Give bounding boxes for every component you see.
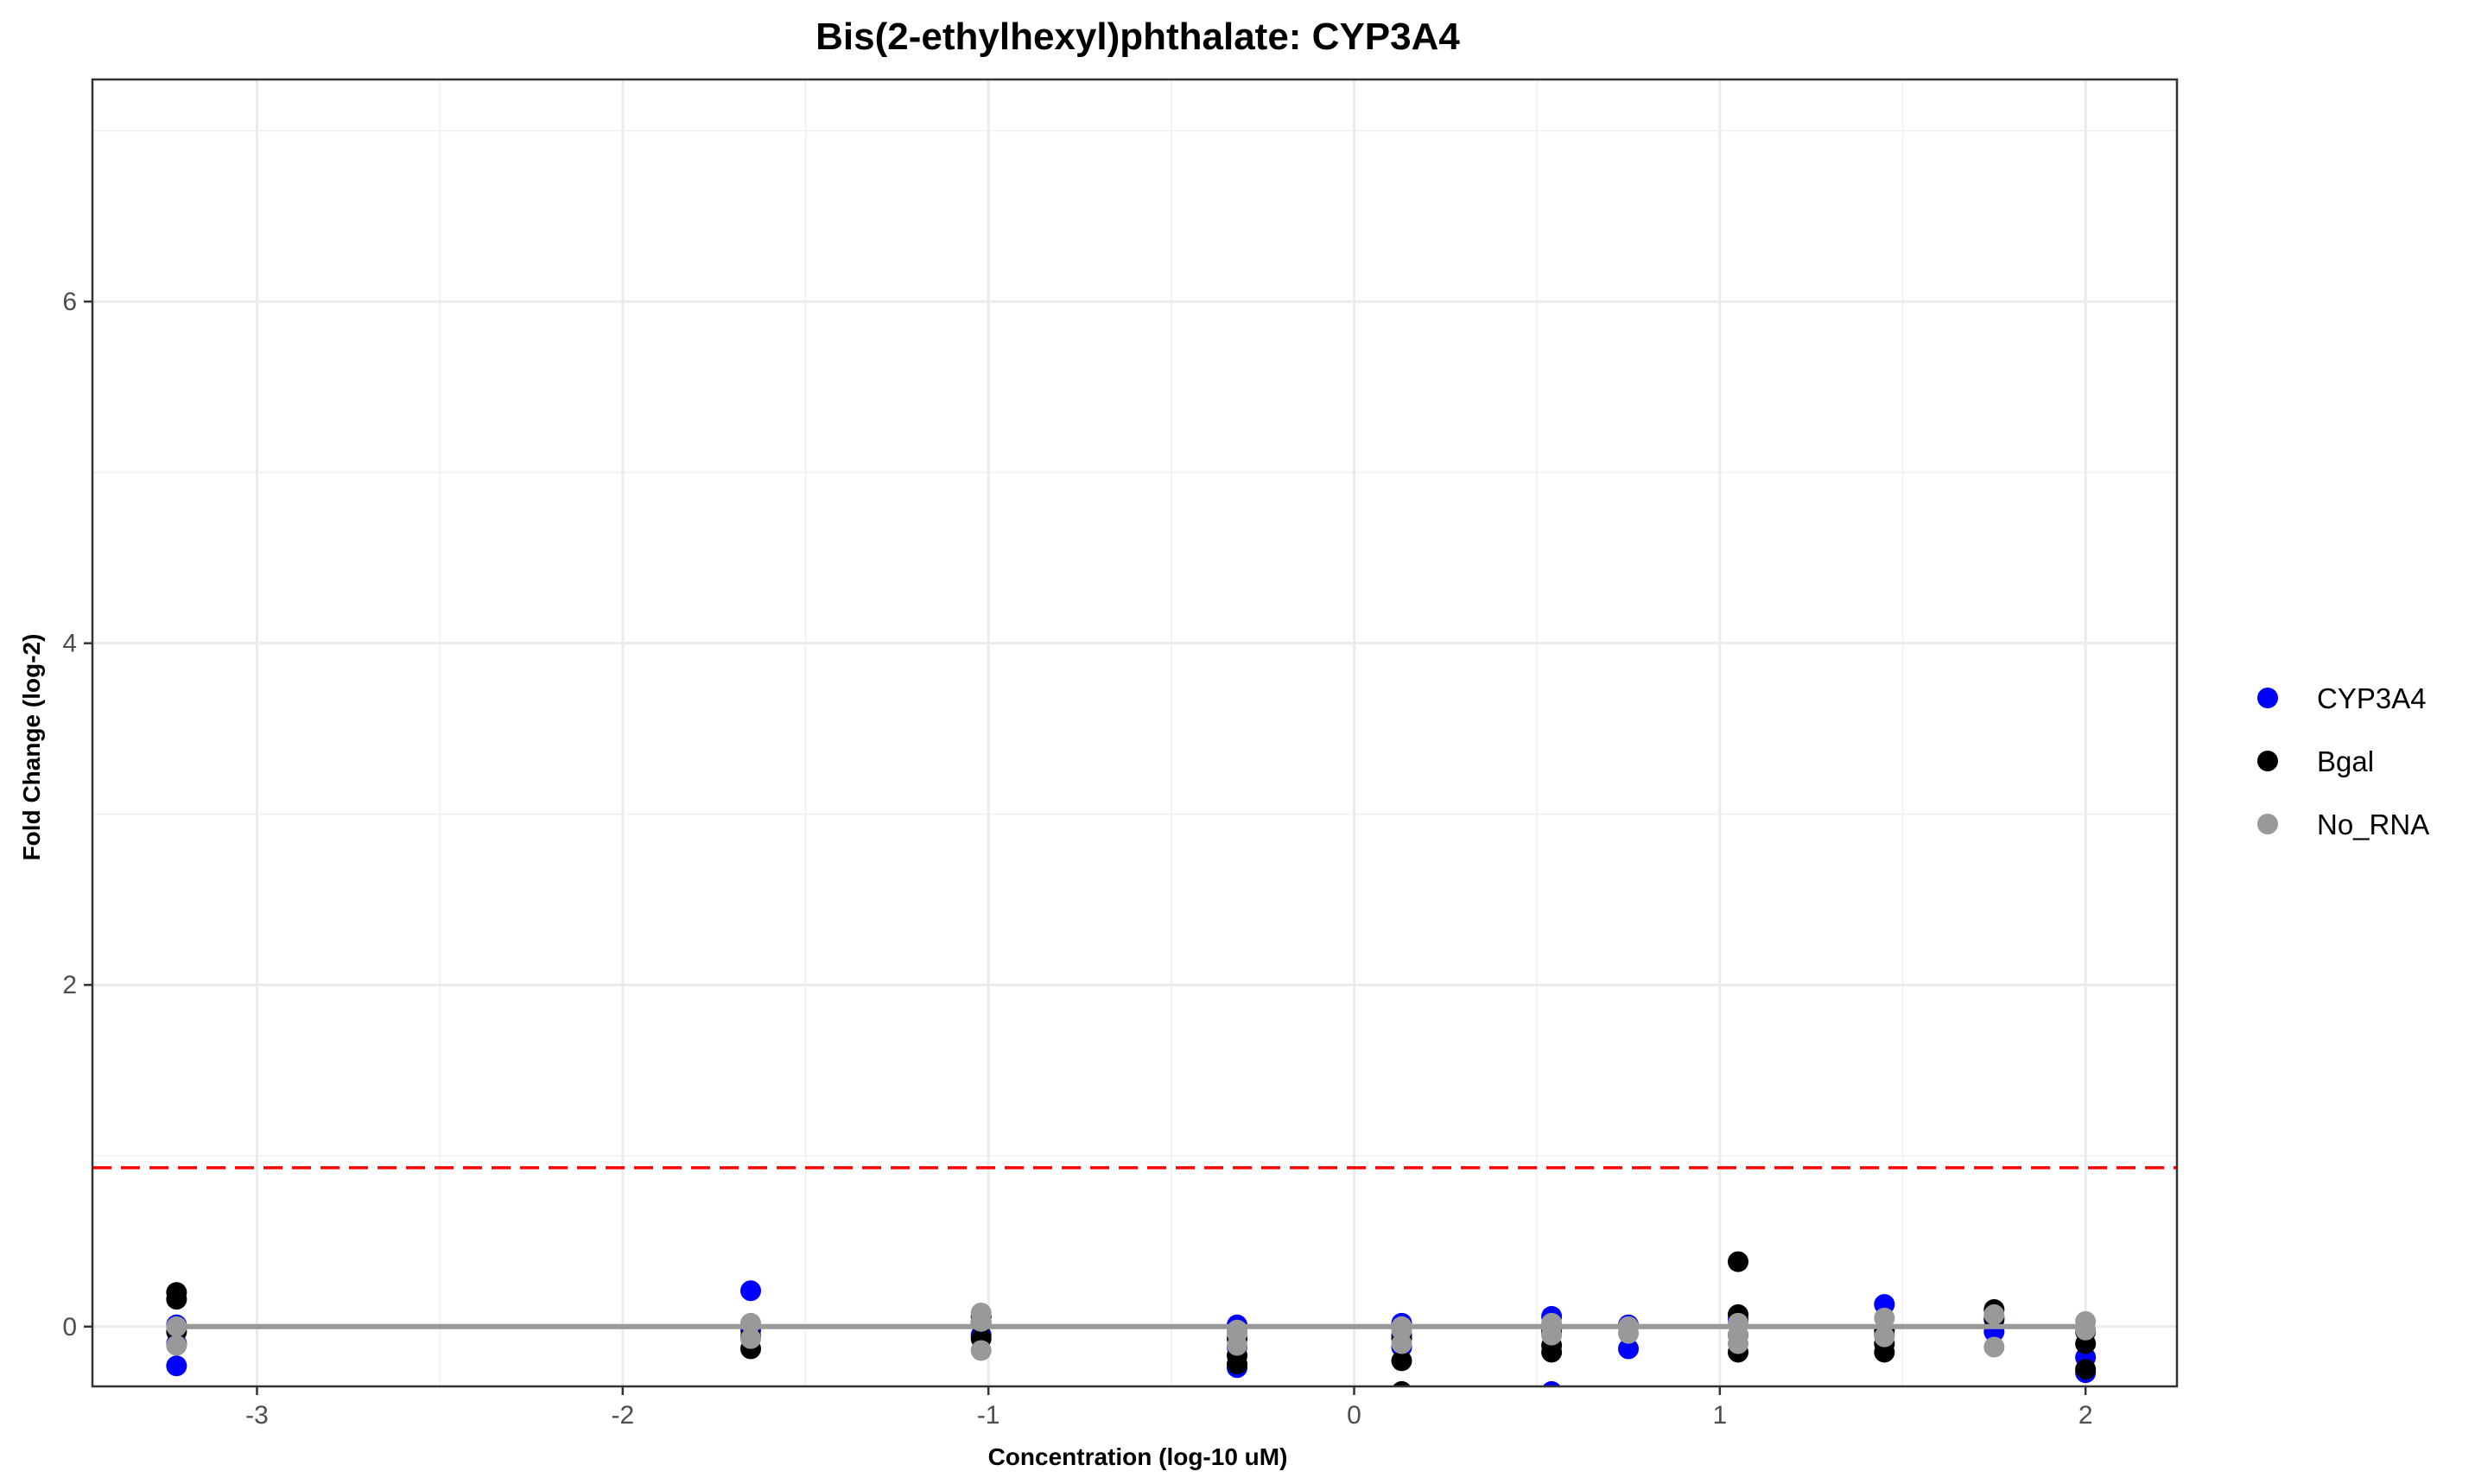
x-tick-label: -2 [611, 1401, 634, 1430]
data-point-bgal [2075, 1359, 2097, 1380]
legend-key-cyp3a4 [2257, 688, 2278, 708]
data-point-bgal [1391, 1350, 1412, 1372]
x-tick-label: -3 [245, 1401, 269, 1430]
plot-panel-border [91, 78, 2179, 1388]
data-point-no-rna [1227, 1319, 1248, 1341]
data-point-bgal [166, 1289, 187, 1310]
y-tick-label: 6 [62, 288, 77, 316]
chart-title: Bis(2-ethylhexyl)phthalate: CYP3A4 [815, 16, 1460, 58]
y-tick-label: 2 [62, 971, 77, 999]
data-point-cyp3a4 [166, 1355, 187, 1377]
data-point-no-rna [1541, 1312, 1563, 1334]
data-point-no-rna [1728, 1312, 1748, 1334]
data-point-cyp3a4 [1618, 1338, 1639, 1360]
data-marks [92, 1166, 2177, 1386]
legend: CYP3A4 Bgal No_RNA [2257, 682, 2429, 840]
data-point-no-rna [1983, 1303, 2005, 1325]
data-point-no-rna [1391, 1319, 1412, 1341]
data-point-no-rna [1983, 1336, 2005, 1358]
x-tick-label: 2 [2078, 1401, 2093, 1430]
data-point-no-rna [740, 1328, 761, 1349]
legend-label-no-rna: No_RNA [2317, 809, 2429, 840]
x-tick-label: 1 [1712, 1401, 1727, 1430]
y-axis-title: Fold Change (log-2) [18, 634, 45, 861]
legend-key-bgal [2257, 751, 2278, 771]
y-tick-label: 4 [62, 630, 77, 658]
legend-label-bgal: Bgal [2317, 745, 2374, 777]
legend-key-no-rna [2257, 814, 2278, 834]
data-point-bgal [1393, 1380, 1411, 1386]
y-tick-label: 0 [62, 1313, 77, 1341]
data-point-cyp3a4 [1542, 1380, 1561, 1386]
data-point-cyp3a4 [740, 1280, 761, 1302]
data-point-no-rna [166, 1335, 187, 1356]
data-point-no-rna [1227, 1335, 1248, 1356]
data-point-no-rna [2075, 1319, 2097, 1341]
data-point-no-rna [1874, 1326, 1895, 1348]
axes: 0 2 4 6 -3 -2 -1 0 1 2 [62, 288, 2092, 1430]
data-point-no-rna [970, 1340, 992, 1361]
x-tick-label: -1 [977, 1401, 1000, 1430]
data-point-bgal [1728, 1251, 1748, 1272]
x-axis-title: Concentration (log-10 uM) [988, 1443, 1288, 1470]
data-point-no-rna [1728, 1333, 1748, 1354]
x-tick-label: 0 [1347, 1401, 1361, 1430]
data-point-no-rna [1874, 1307, 1895, 1329]
legend-label-cyp3a4: CYP3A4 [2317, 682, 2427, 714]
grid-lines [92, 79, 2177, 1386]
